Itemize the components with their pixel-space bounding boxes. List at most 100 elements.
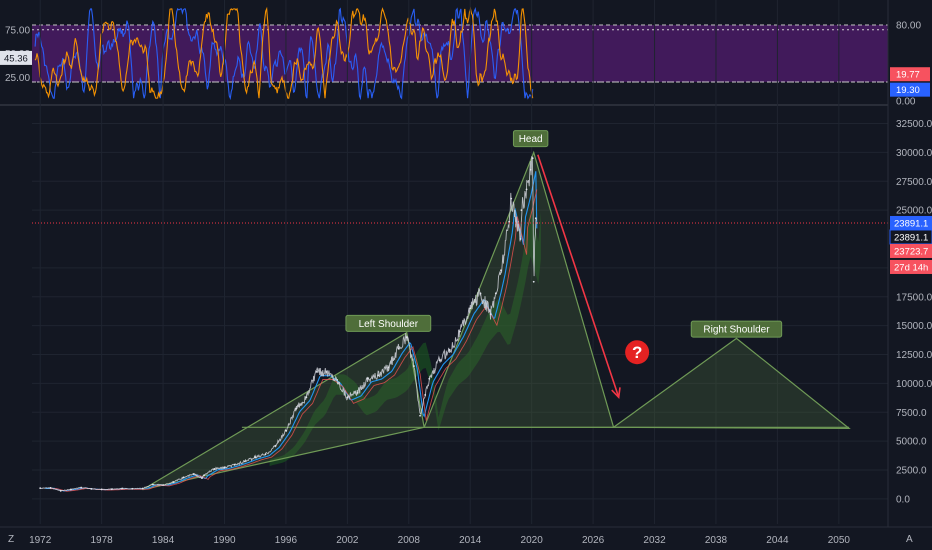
price-tick-label: 32500.0 — [896, 119, 932, 130]
price-point — [151, 483, 154, 486]
price-point — [469, 307, 472, 310]
price-tick-label: 27500.0 — [896, 177, 932, 188]
price-badge-label: 27d 14h — [894, 262, 928, 273]
time-tick-label: 2050 — [828, 535, 851, 546]
price-point — [162, 484, 164, 486]
price-point — [264, 453, 267, 456]
price-point — [201, 477, 203, 480]
price-point — [532, 280, 535, 283]
price-badge — [890, 243, 932, 258]
pattern-label-box — [345, 314, 432, 332]
price-point — [315, 370, 318, 373]
price-point — [500, 269, 502, 272]
price-point — [346, 396, 349, 399]
price-tick-label: 7500.0 — [896, 408, 927, 419]
price-tick-label: 17500.0 — [896, 292, 932, 303]
price-point — [459, 330, 461, 333]
time-tick-label: 1990 — [213, 535, 236, 546]
price-point — [192, 473, 195, 475]
price-point — [254, 456, 257, 459]
price-tick-label: 25000.0 — [896, 206, 932, 217]
oscillator-value-badge — [890, 67, 930, 82]
price-tick-label: 2500.0 — [896, 466, 927, 477]
timezone-button[interactable]: Z — [8, 534, 14, 545]
price-point — [90, 487, 93, 490]
price-point — [531, 157, 534, 160]
time-tick-label: 1978 — [91, 535, 114, 546]
oscillator-tick-label: 80.00 — [896, 21, 921, 32]
price-point — [510, 197, 513, 200]
price-badge — [890, 215, 932, 230]
pattern-label-box — [690, 320, 783, 338]
oscillator-left-badge — [0, 50, 32, 65]
oscillator-value-badge-label: 19.77 — [896, 70, 920, 81]
price-point — [285, 429, 287, 432]
time-tick-label: 1984 — [152, 535, 175, 546]
price-point — [336, 379, 339, 381]
price-tick-label: 30000.0 — [896, 148, 932, 159]
price-point — [70, 488, 72, 491]
question-icon — [625, 340, 650, 365]
price-point — [387, 366, 390, 369]
time-tick-label: 2044 — [766, 535, 789, 546]
time-tick-label: 2002 — [336, 535, 359, 546]
head-shoulders-pattern: Left Shoulder Head Right Shoulder — [142, 130, 851, 491]
price-badge-label: 23891.1 — [894, 232, 928, 243]
price-point — [49, 487, 52, 489]
price-point — [233, 463, 236, 466]
oscillator-left-tick-label: 75.00 — [5, 25, 30, 36]
price-tick-label: 12500.0 — [896, 350, 932, 361]
price-point — [529, 168, 532, 171]
price-point — [172, 481, 175, 484]
price-point — [366, 377, 369, 380]
oscillator-pane — [32, 6, 888, 101]
price-point — [494, 292, 497, 295]
price-grid — [32, 0, 888, 524]
price-point — [405, 336, 408, 339]
pattern-label: Left Shoulder — [359, 319, 419, 330]
price-point — [295, 407, 298, 410]
oscillator-value-badge — [890, 82, 930, 97]
price-point — [274, 444, 277, 447]
price-tick-label: 10000.0 — [896, 379, 932, 390]
price-point — [59, 489, 62, 492]
price-point — [520, 209, 523, 212]
price-point — [438, 359, 441, 362]
price-point — [182, 476, 185, 479]
price-badge-label: 23891.1 — [894, 218, 928, 229]
price-point — [39, 487, 42, 490]
oscillator-left-badge-label: 45.36 — [4, 53, 28, 64]
price-point — [424, 394, 427, 396]
price-pane: Left Shoulder Head Right Shoulder? — [32, 0, 888, 524]
price-point — [305, 396, 308, 399]
time-tick-label: 2008 — [398, 535, 421, 546]
price-point — [413, 365, 415, 367]
oscillator-series-line — [34, 6, 534, 99]
auto-scale-button[interactable]: A — [906, 534, 913, 545]
price-point — [419, 414, 421, 417]
down-arrow-shaft — [537, 154, 620, 398]
time-tick-label: 2020 — [521, 535, 544, 546]
pattern-label: Right Shoulder — [703, 325, 770, 336]
price-cloud — [269, 209, 541, 467]
price-point — [203, 474, 205, 477]
price-point — [525, 188, 528, 191]
price-point — [121, 487, 124, 490]
price-point — [397, 347, 400, 350]
time-tick-label: 2026 — [582, 535, 605, 546]
price-point — [356, 391, 359, 394]
price-point — [223, 466, 226, 469]
price-point — [131, 487, 134, 490]
price-point — [80, 486, 83, 489]
time-tick-label: 2014 — [459, 535, 482, 546]
price-point — [508, 220, 511, 223]
price-point — [377, 374, 379, 377]
price-point — [100, 488, 103, 491]
price-point — [213, 467, 216, 470]
price-badge-label: 23723.7 — [894, 246, 928, 257]
price-tick-label: 0.0 — [896, 494, 910, 505]
price-badge — [890, 259, 932, 274]
